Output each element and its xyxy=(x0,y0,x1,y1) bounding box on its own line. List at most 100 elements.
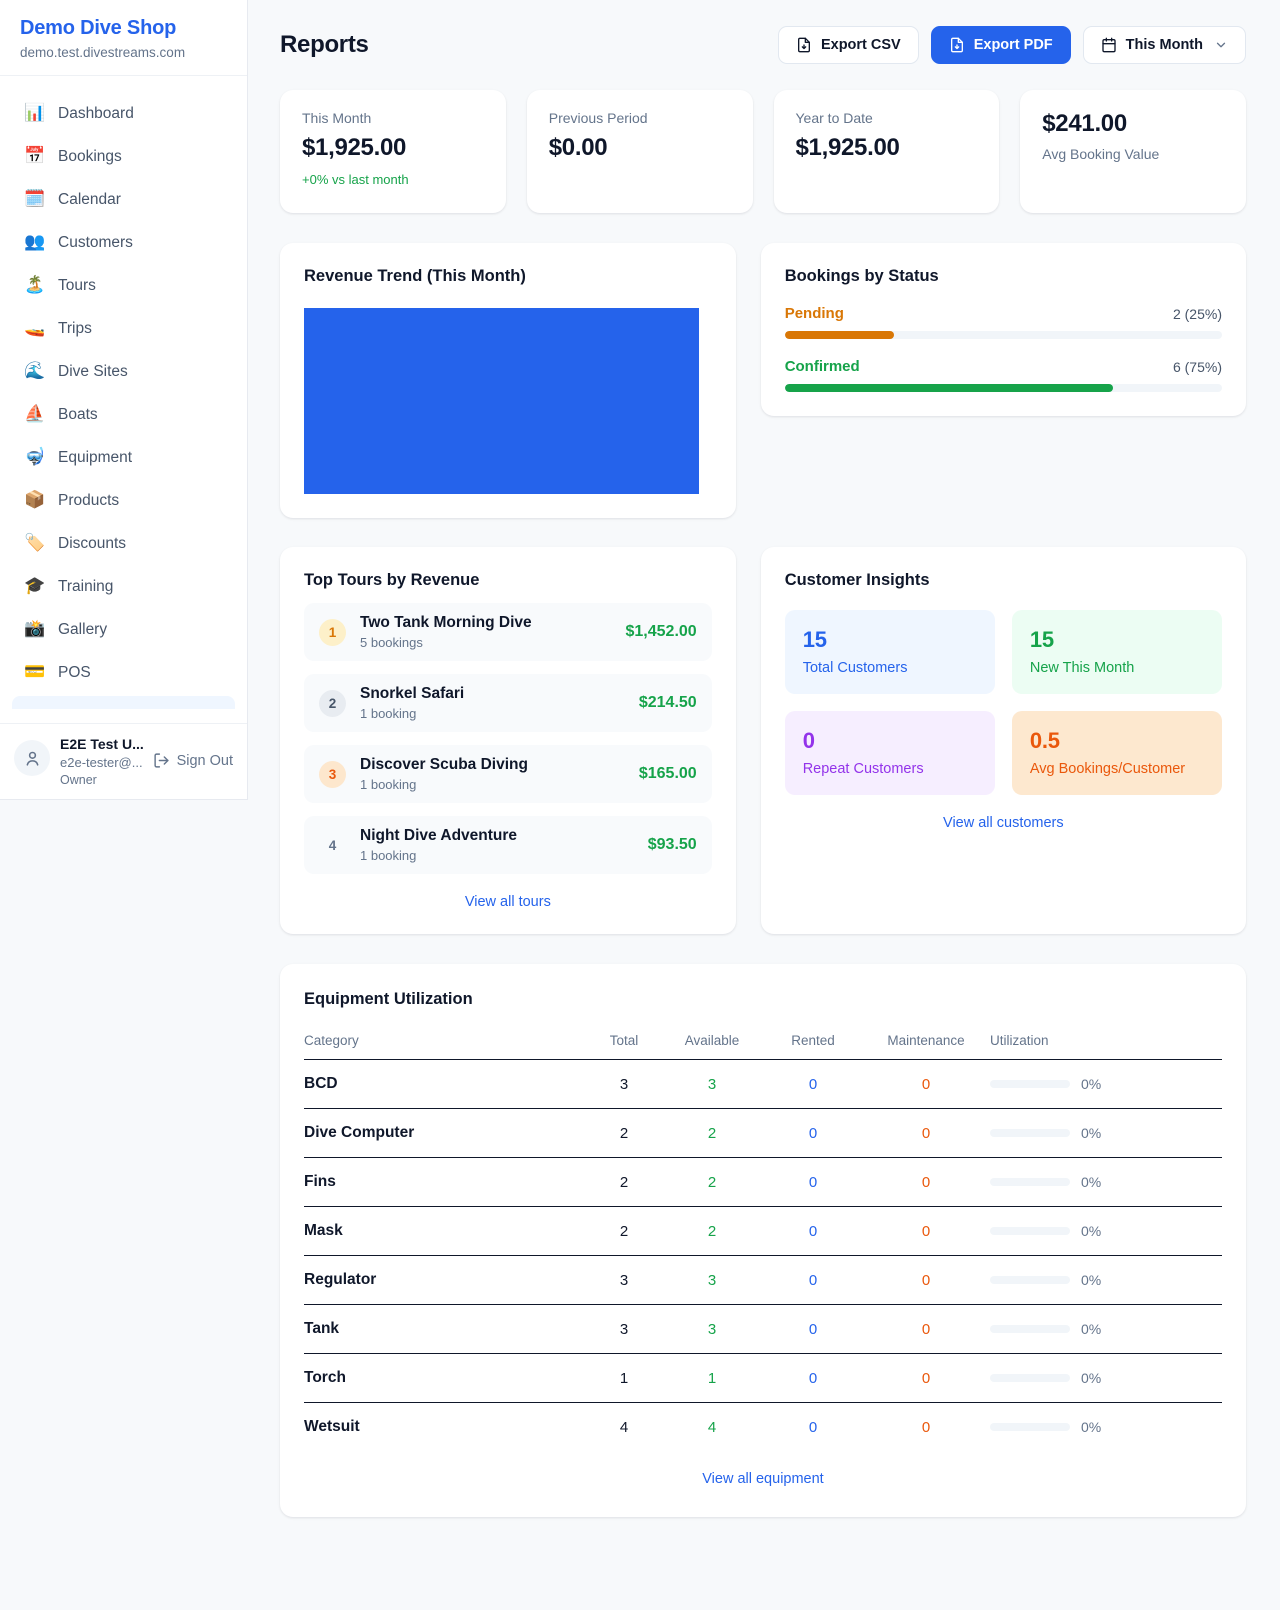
insights-grid: 15 Total Customers 15 New This Month 0 R… xyxy=(784,610,1222,795)
insight-tile-total-customers: 15 Total Customers xyxy=(784,610,995,694)
sign-out-button[interactable]: Sign Out xyxy=(153,752,233,769)
view-all-customers-link[interactable]: View all customers xyxy=(943,815,1064,831)
sidebar-item-customers[interactable]: 👥 Customers xyxy=(24,232,133,252)
sidebar-item-pos[interactable]: 💳 POS xyxy=(24,662,91,682)
brand: Demo Dive Shop demo.test.divestreams.com xyxy=(0,0,247,76)
diving-mask-icon: 🤿 xyxy=(24,447,46,467)
island-icon: 🏝️ xyxy=(24,275,46,295)
utilization-bar xyxy=(990,1178,1070,1186)
status-bar-track xyxy=(784,331,1222,339)
stat-card-this-month: This Month $1,925.00 +0% vs last month xyxy=(280,90,506,213)
stat-value: $241.00 xyxy=(1042,110,1127,137)
table-row: Torch 1 1 0 0 0% xyxy=(304,1354,1222,1403)
chevron-down-icon xyxy=(1216,42,1226,48)
insights-row: Top Tours by Revenue 1 Two Tank Morning … xyxy=(280,547,1246,934)
view-all-equipment-link[interactable]: View all equipment xyxy=(702,1471,824,1487)
stat-value: $1,925.00 xyxy=(302,134,407,161)
sidebar-item-bookings[interactable]: 📅 Bookings xyxy=(24,146,122,166)
speedboat-icon: 🚤 xyxy=(24,318,46,338)
revenue-trend-bar xyxy=(304,308,700,494)
tour-amount: $1,452.00 xyxy=(625,623,697,640)
tour-amount: $93.50 xyxy=(647,836,697,853)
utilization-bar xyxy=(990,1325,1070,1333)
status-bar-track xyxy=(784,384,1222,392)
stat-card-previous-period: Previous Period $0.00 xyxy=(526,90,753,213)
top-tours-title: Top Tours by Revenue xyxy=(304,571,480,589)
tour-name: Night Dive Adventure xyxy=(360,827,518,844)
export-csv-button[interactable]: Export CSV xyxy=(777,26,919,64)
sidebar-item-dashboard[interactable]: 📊 Dashboard xyxy=(24,103,134,123)
tour-row: 3 Discover Scuba Diving 1 booking $165.0… xyxy=(304,745,712,803)
bookings-by-status-title: Bookings by Status xyxy=(784,267,939,285)
tour-bookings: 1 booking xyxy=(360,848,417,863)
brand-name: Demo Dive Shop xyxy=(20,17,177,39)
sidebar-item-training[interactable]: 🎓 Training xyxy=(24,576,114,596)
brand-domain: demo.test.divestreams.com xyxy=(20,45,186,60)
stat-value: $1,925.00 xyxy=(795,134,900,161)
view-all-tours-link[interactable]: View all tours xyxy=(464,894,551,910)
page-title: Reports xyxy=(280,31,369,58)
tour-name: Two Tank Morning Dive xyxy=(360,614,532,631)
stat-value: $0.00 xyxy=(548,134,608,161)
stat-card-avg-booking-value: $241.00 Avg Booking Value xyxy=(1020,90,1246,213)
sidebar-item-gallery[interactable]: 📸 Gallery xyxy=(24,619,108,639)
graduation-cap-icon: 🎓 xyxy=(24,576,46,596)
status-bar-fill xyxy=(784,331,895,339)
period-dropdown[interactable]: This Month xyxy=(1082,26,1246,64)
calendar-outline-icon xyxy=(1102,37,1116,53)
insight-tile-repeat-customers: 0 Repeat Customers xyxy=(784,711,995,795)
stats-row: This Month $1,925.00 +0% vs last month P… xyxy=(280,90,1246,213)
wave-icon: 🌊 xyxy=(24,361,46,381)
equipment-utilization-title: Equipment Utilization xyxy=(304,990,473,1008)
utilization-bar xyxy=(990,1276,1070,1284)
status-bar-fill xyxy=(784,384,1113,392)
user-role: Owner xyxy=(60,773,97,787)
sidebar-item-reports-active[interactable] xyxy=(12,696,235,709)
header-actions: Export CSV Export PDF This Month xyxy=(777,26,1246,64)
insight-tile-avg-bookings: 0.5 Avg Bookings/Customer xyxy=(1011,711,1222,795)
stat-delta: +0% vs last month xyxy=(302,172,409,187)
table-header-row: Category Total Available Rented Maintena… xyxy=(304,1025,1222,1060)
equipment-table: Category Total Available Rented Maintena… xyxy=(304,1025,1222,1451)
table-row: Wetsuit 4 4 0 0 0% xyxy=(304,1418,1102,1436)
sidebar-item-dive-sites[interactable]: 🌊 Dive Sites xyxy=(24,361,128,381)
camera-icon: 📸 xyxy=(24,619,46,639)
calendar-icon: 🗓️ xyxy=(24,189,46,209)
sailboat-icon: ⛵ xyxy=(24,404,46,424)
file-download-icon xyxy=(950,37,963,53)
utilization-bar xyxy=(990,1080,1070,1088)
calendar-17-icon: 📅 xyxy=(24,146,46,166)
package-icon: 📦 xyxy=(24,490,46,510)
person-icon xyxy=(26,751,38,766)
sidebar-item-discounts[interactable]: 🏷️ Discounts xyxy=(24,533,127,553)
rank-badge: 1 xyxy=(319,618,346,646)
status-row-confirmed: Confirmed 6 (75%) xyxy=(784,358,1222,392)
utilization-bar xyxy=(990,1129,1070,1137)
tag-icon: 🏷️ xyxy=(24,533,46,553)
user-name: E2E Test U... xyxy=(60,736,144,752)
sidebar-user-section: E2E Test U... e2e-tester@... Owner Sign … xyxy=(0,723,247,799)
sign-out-icon xyxy=(153,753,169,768)
tour-amount: $165.00 xyxy=(638,765,697,782)
status-label: Confirmed xyxy=(784,358,860,375)
tour-row: 2 Snorkel Safari 1 booking $214.50 xyxy=(304,674,712,732)
sidebar-item-trips[interactable]: 🚤 Trips xyxy=(24,318,92,338)
utilization-bar xyxy=(990,1227,1070,1235)
table-row: BCD 3 3 0 0 0% xyxy=(304,1060,1222,1109)
sidebar-item-tours[interactable]: 🏝️ Tours xyxy=(24,275,96,295)
status-row-pending: Pending 2 (25%) xyxy=(784,305,1222,339)
sidebar-item-calendar[interactable]: 🗓️ Calendar xyxy=(24,189,121,209)
file-download-icon xyxy=(797,37,810,53)
sidebar: Demo Dive Shop demo.test.divestreams.com… xyxy=(0,0,248,800)
sidebar-item-boats[interactable]: ⛵ Boats xyxy=(24,404,98,424)
charts-row: Revenue Trend (This Month) Bookings by S… xyxy=(280,243,1246,518)
credit-card-icon: 💳 xyxy=(24,662,46,682)
page-header: Reports Export CSV Export PDF This Month xyxy=(280,26,1246,64)
sidebar-item-equipment[interactable]: 🤿 Equipment xyxy=(24,447,133,467)
export-pdf-button[interactable]: Export PDF xyxy=(930,26,1071,64)
utilization-bar xyxy=(990,1423,1070,1431)
status-count: 2 (25%) xyxy=(1172,305,1222,322)
revenue-trend-card: Revenue Trend (This Month) xyxy=(280,243,736,518)
tour-bookings: 5 bookings xyxy=(360,635,423,650)
sidebar-item-products[interactable]: 📦 Products xyxy=(24,490,120,510)
